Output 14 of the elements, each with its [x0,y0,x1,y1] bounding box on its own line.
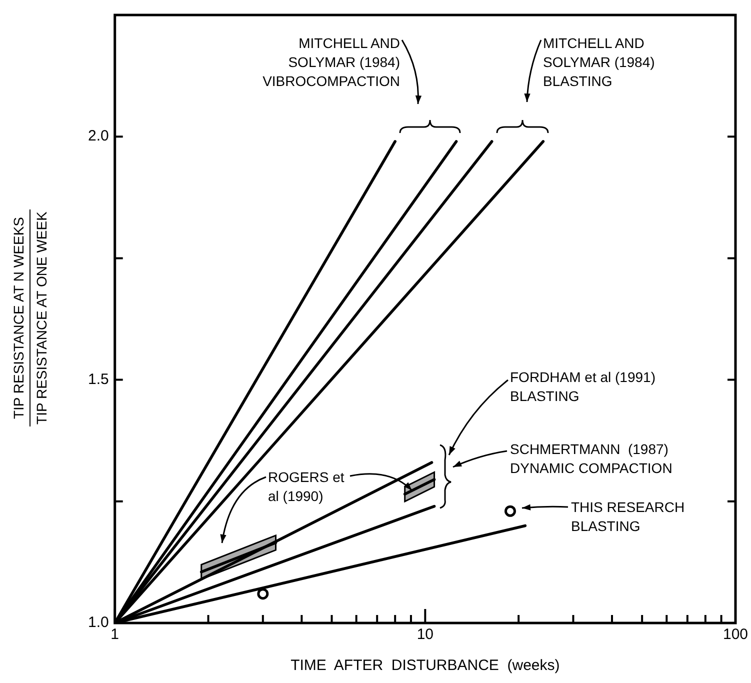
x-tick-label: 1 [110,626,120,644]
annotation: MITCHELL AND SOLYMAR (1984) VIBROCOMPACTION [262,34,400,90]
y-tick-label: 2.0 [88,128,109,145]
annotation: SCHMERTMANN (1987) DYNAMIC COMPACTION [510,440,672,478]
annotation: THIS RESEARCH BLASTING [571,498,685,536]
annotation: FORDHAM et al (1991) BLASTING [510,368,656,406]
x-tick-label: 10 [416,626,434,644]
annotation: MITCHELL AND SOLYMAR (1984) BLASTING [543,34,655,90]
y-tick-label: 1.5 [88,370,109,388]
y-tick-label: 1.0 [88,614,109,632]
x-tick-label: 100 [722,626,748,644]
y-axis-title: TIP RESISTANCE AT N WEEKS TIP RESISTANCE AT ONE WEEK [10,210,50,426]
x-axis-title: TIME AFTER DISTURBANCE (weeks) [290,657,560,674]
annotation: ROGERS et al (1990) [268,468,344,506]
